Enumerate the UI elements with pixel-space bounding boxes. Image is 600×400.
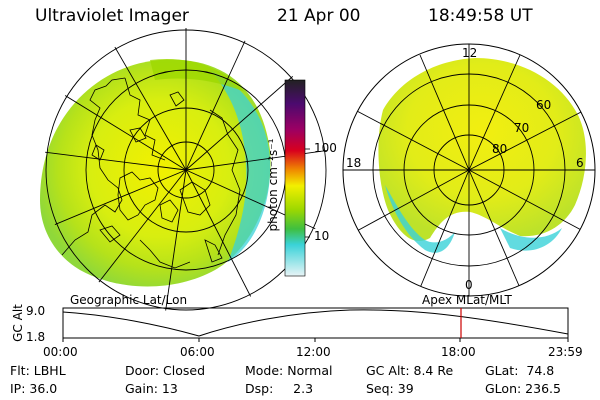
date-label: 21 Apr 00 — [277, 6, 361, 26]
altitude-xtick-1800: 18:00 — [441, 345, 476, 359]
altitude-xtick-0600: 06:00 — [180, 345, 215, 359]
altitude-xtick-1200: 12:00 — [296, 345, 331, 359]
right-map-caption: Apex MLat/MLT — [422, 293, 512, 307]
altitude-xtick-2359: 23:59 — [548, 345, 583, 359]
graticule — [44, 28, 328, 312]
lat-label-60: 60 — [536, 98, 552, 112]
altitude-curve — [62, 309, 569, 337]
altitude-ytick-min: 1.8 — [26, 330, 46, 344]
colorbar-gradient — [284, 79, 306, 277]
colorbar-unit-label: photon cm⁻²s⁻¹ — [266, 138, 280, 232]
apex-image — [342, 43, 596, 297]
uv-emission-right — [378, 58, 586, 242]
altitude-xtick-0000: 00:00 — [43, 345, 78, 359]
apex-grid — [343, 44, 595, 296]
status-seq: Seq: 39 — [366, 381, 414, 396]
uv-edge-cyan-right-2 — [500, 228, 562, 251]
altitude-ytick-max: 9.0 — [26, 304, 46, 318]
lat-label-70: 70 — [514, 121, 530, 135]
status-gc-alt: GC Alt: 8.4 Re — [366, 363, 454, 378]
mlt-label-18: 18 — [346, 156, 362, 170]
status-glon: GLon: 236.5 — [485, 381, 561, 396]
mlt-label-12: 12 — [462, 46, 478, 60]
status-mode: Mode: Normal — [245, 363, 333, 378]
uv-edge-cyan-left — [210, 70, 271, 262]
time-label: 18:49:58 UT — [428, 6, 533, 26]
status-ip: IP: 36.0 — [10, 381, 58, 396]
colorbar — [284, 79, 310, 277]
status-gain: Gain: 13 — [125, 381, 178, 396]
mlt-label-6: 6 — [576, 156, 584, 170]
geographic-image — [40, 28, 328, 312]
status-dsp: Dsp: 2.3 — [245, 381, 314, 396]
left-map-caption: Geographic Lat/Lon — [70, 293, 188, 307]
uv-edge-cyan-right — [385, 185, 455, 253]
uv-green-band-left — [150, 58, 245, 92]
colorbar-tick-10: 10 — [314, 229, 330, 243]
status-glat: GLat: 74.8 — [485, 363, 555, 378]
lat-label-80: 80 — [492, 142, 508, 156]
mlt-label-0: 0 — [465, 278, 473, 292]
colorbar-tick-100: 100 — [314, 141, 337, 155]
status-door: Door: Closed — [125, 363, 206, 378]
status-filter: Flt: LBHL — [10, 363, 66, 378]
altitude-plot — [62, 307, 569, 342]
altitude-axis-label: GC Alt — [11, 304, 25, 342]
instrument-title: Ultraviolet Imager — [35, 6, 189, 26]
uv-emission-left — [40, 59, 271, 287]
